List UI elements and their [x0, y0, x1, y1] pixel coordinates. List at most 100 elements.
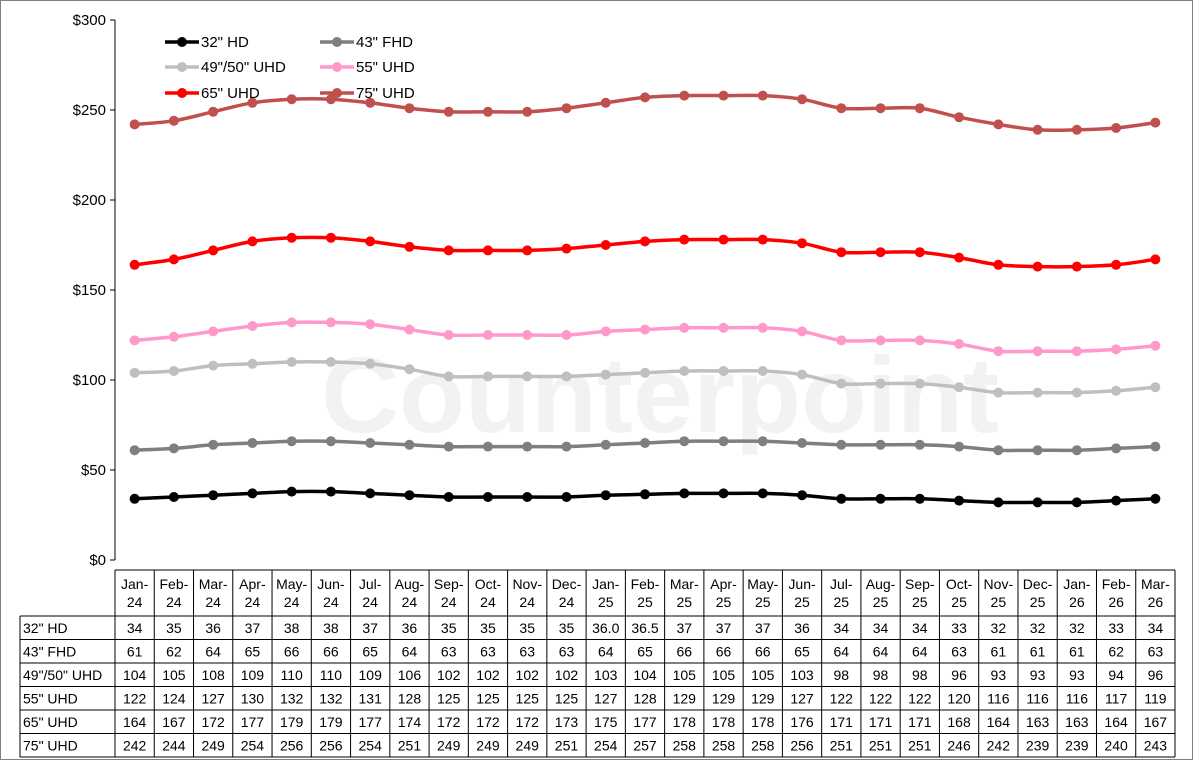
- table-cell: 66: [323, 643, 339, 659]
- table-header-month: Jun-: [317, 576, 345, 592]
- table-cell: 33: [1108, 620, 1124, 636]
- table-row-label: 65" UHD: [23, 714, 78, 730]
- table-cell: 168: [947, 714, 971, 730]
- legend-label: 75" UHD: [356, 85, 415, 102]
- data-point: [600, 490, 611, 501]
- data-point: [208, 106, 219, 117]
- table-cell: 94: [1108, 667, 1124, 683]
- table-header-month: Oct-: [475, 576, 502, 592]
- legend-marker: [177, 37, 187, 47]
- legend-label: 49"/50" UHD: [201, 59, 286, 76]
- table-cell: 117: [1105, 690, 1128, 706]
- table-cell: 37: [362, 620, 378, 636]
- table-cell: 62: [1108, 643, 1124, 659]
- table-cell: 35: [559, 620, 575, 636]
- data-point: [954, 252, 965, 263]
- table-cell: 243: [1144, 737, 1168, 753]
- legend-marker: [332, 88, 342, 98]
- table-header-month: Apr-: [239, 576, 266, 592]
- data-point: [365, 97, 376, 108]
- data-point: [168, 115, 179, 126]
- data-point: [875, 103, 886, 114]
- table-cell: 167: [1144, 714, 1168, 730]
- data-point: [247, 438, 258, 448]
- table-header-year: 25: [794, 594, 810, 610]
- data-point: [679, 436, 690, 447]
- data-point: [286, 357, 297, 367]
- table-cell: 65: [362, 643, 378, 659]
- data-point: [954, 441, 965, 452]
- table-cell: 177: [633, 714, 657, 730]
- legend-marker: [177, 62, 187, 72]
- table-cell: 179: [319, 714, 343, 730]
- data-point: [993, 445, 1004, 456]
- table-cell: 36: [205, 620, 221, 636]
- table-cell: 244: [162, 737, 186, 753]
- y-tick-label: $0: [89, 552, 106, 569]
- data-point: [482, 492, 493, 502]
- data-point: [247, 236, 258, 247]
- table-cell: 129: [751, 690, 775, 706]
- table-row-label: 55" UHD: [23, 690, 78, 706]
- data-point: [718, 488, 729, 499]
- table-cell: 35: [166, 620, 182, 636]
- table-cell: 93: [1030, 667, 1046, 683]
- table-cell: 37: [755, 620, 771, 636]
- data-point: [757, 436, 768, 447]
- data-point: [482, 441, 493, 452]
- data-point: [1111, 443, 1122, 454]
- data-point: [482, 106, 493, 117]
- table-header-month: Nov-: [984, 576, 1014, 592]
- table-header-month: Dec-: [1023, 576, 1053, 592]
- data-point: [640, 236, 650, 247]
- table-cell: 167: [162, 714, 186, 730]
- table-cell: 132: [319, 690, 343, 706]
- table-header-year: 25: [637, 594, 653, 610]
- table-cell: 61: [1069, 643, 1085, 659]
- table-cell: 164: [987, 714, 1011, 730]
- table-cell: 172: [437, 714, 461, 730]
- table-cell: 251: [398, 737, 422, 753]
- table-header-month: Feb-: [1102, 576, 1131, 592]
- table-cell: 249: [437, 737, 461, 753]
- table-header-year: 25: [1030, 594, 1046, 610]
- table-cell: 64: [873, 643, 889, 659]
- table-cell: 36: [402, 620, 418, 636]
- legend-marker: [332, 37, 342, 47]
- data-point: [954, 112, 965, 123]
- table-cell: 164: [123, 714, 147, 730]
- table-cell: 63: [519, 643, 535, 659]
- table-header-month: Dec-: [552, 576, 582, 592]
- table-cell: 105: [162, 667, 186, 683]
- data-point: [443, 245, 454, 256]
- data-point: [443, 492, 454, 502]
- table-header-year: 25: [991, 594, 1007, 610]
- table-header-month: Mar-: [670, 576, 699, 592]
- table-header-month: Jan-: [121, 576, 149, 592]
- table-cell: 33: [951, 620, 967, 636]
- data-point: [1071, 497, 1082, 508]
- table-cell: 105: [673, 667, 697, 683]
- data-point: [365, 236, 376, 247]
- table-header-month: Jan-: [592, 576, 620, 592]
- table-header-year: 24: [480, 594, 496, 610]
- data-point: [325, 317, 336, 328]
- table-cell: 38: [284, 620, 300, 636]
- table-cell: 116: [987, 690, 1010, 706]
- table-cell: 109: [241, 667, 265, 683]
- data-point: [208, 326, 219, 337]
- data-point: [797, 326, 808, 337]
- table-cell: 178: [751, 714, 775, 730]
- table-header-year: 24: [559, 594, 575, 610]
- data-point: [325, 436, 336, 447]
- table-cell: 37: [245, 620, 261, 636]
- data-point: [443, 330, 454, 340]
- data-point: [1150, 340, 1161, 351]
- data-point: [718, 322, 729, 333]
- table-cell: 127: [790, 690, 814, 706]
- table-cell: 66: [716, 643, 732, 659]
- data-point: [1111, 123, 1122, 133]
- data-point: [1071, 387, 1082, 398]
- data-point: [718, 436, 729, 447]
